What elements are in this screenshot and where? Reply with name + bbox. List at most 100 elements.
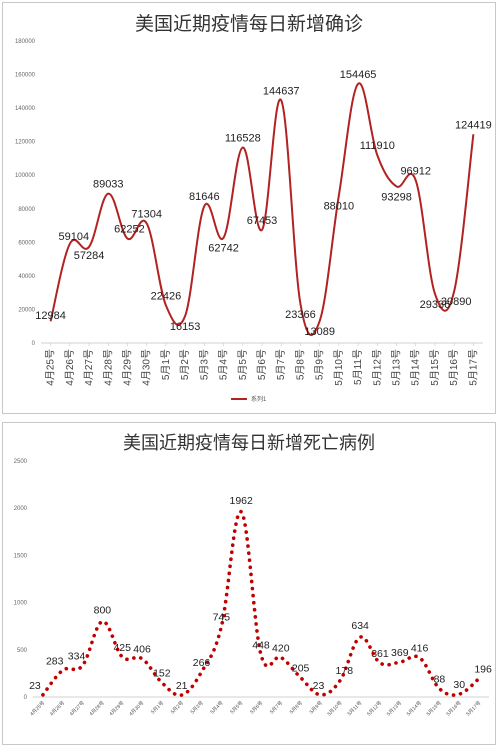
y-tick-label: 2500	[14, 459, 28, 465]
x-tick-label: 5月3号	[190, 700, 205, 715]
x-tick-label: 4月30号	[141, 349, 153, 386]
deaths-data-label: 178	[336, 665, 354, 677]
deaths-data-label: 416	[411, 643, 429, 655]
confirmed-line-chart: 0 20000 40000 60000 80000 100000 120000 140000 1…	[15, 39, 492, 403]
confirmed-data-label: 124419	[455, 119, 492, 131]
deaths-data-label: 283	[46, 655, 64, 667]
y-tick-label: 100000	[15, 173, 36, 179]
confirmed-chart-panel: 美国近期疫情每日新增确诊 0 20000 40000 60000 80000 100000…	[2, 2, 496, 414]
x-tick-label: 4月27号	[69, 700, 86, 717]
confirmed-data-label: 13089	[304, 326, 335, 338]
deaths-data-label: 205	[292, 663, 310, 675]
x-tick-label: 5月2号	[179, 349, 191, 380]
confirmed-data-label: 111910	[360, 140, 395, 152]
x-tick-label: 5月1号	[150, 700, 165, 715]
deaths-data-label: 266	[193, 657, 211, 669]
deaths-data-label: 30	[453, 679, 465, 691]
confirmed-data-label: 88010	[324, 200, 355, 212]
x-tick-label: 5月7号	[275, 349, 287, 380]
x-tick-label: 4月29号	[121, 349, 133, 386]
x-tick-label: 5月6号	[256, 349, 268, 380]
x-tick-label: 5月17号	[465, 700, 482, 717]
x-tick-label: 5月11号	[352, 349, 364, 385]
y-tick-label: 180000	[15, 39, 36, 45]
legend-label: 系列1	[251, 395, 267, 403]
confirmed-data-label: 116528	[225, 132, 261, 144]
x-tick-label: 4月30号	[128, 700, 145, 717]
deaths-data-label: 800	[94, 604, 112, 616]
x-tick-label: 5月3号	[198, 349, 210, 380]
x-tick-label: 4月26号	[49, 700, 66, 717]
x-tick-label: 5月9号	[314, 349, 326, 380]
deaths-data-label: 152	[153, 668, 171, 680]
confirmed-data-label: 71304	[131, 208, 162, 220]
x-tick-label: 5月14号	[406, 700, 423, 717]
deaths-data-label: 21	[176, 680, 188, 692]
deaths-data-label: 745	[213, 612, 231, 624]
y-tick-label: 120000	[15, 140, 36, 146]
confirmed-data-label: 29336	[420, 299, 451, 311]
confirmed-data-label: 30890	[441, 296, 472, 308]
x-tick-label: 5月9号	[309, 700, 324, 715]
x-tick-label: 5月8号	[289, 700, 304, 715]
x-tick-label: 5月5号	[229, 700, 244, 715]
x-tick-label: 5月15号	[426, 700, 443, 717]
x-tick-label: 5月5号	[237, 349, 249, 380]
x-tick-label: 5月15号	[429, 349, 441, 386]
deaths-chart-panel: 美国近期疫情每日新增死亡病例 0 500 1000 1500 2000 2500 4月25号…	[2, 422, 496, 745]
x-tick-label: 5月4号	[218, 349, 230, 380]
x-tick-label: 5月12号	[371, 349, 383, 386]
x-tick-label: 5月14号	[410, 349, 422, 386]
y-tick-label: 1000	[14, 601, 28, 607]
confirmed-series-line	[49, 82, 475, 336]
confirmed-data-label: 62252	[114, 224, 145, 236]
confirmed-chart-title: 美国近期疫情每日新增确诊	[134, 13, 363, 35]
deaths-data-label: 369	[391, 647, 409, 659]
confirmed-data-label: 16153	[170, 321, 201, 333]
confirmed-data-label: 59104	[59, 231, 90, 243]
deaths-data-label: 23	[29, 680, 41, 692]
deaths-data-label: 634	[351, 620, 369, 632]
x-tick-label: 5月1号	[160, 349, 172, 380]
confirmed-data-label: 154465	[340, 69, 377, 81]
y-tick-label: 1500	[14, 553, 28, 559]
confirmed-data-label: 89033	[93, 179, 124, 191]
x-tick-label: 5月11号	[347, 700, 364, 717]
x-tick-label: 5月4号	[210, 700, 225, 715]
y-tick-label: 500	[17, 648, 28, 654]
confirmed-data-label: 96912	[400, 165, 431, 177]
y-tick-label: 40000	[18, 274, 35, 280]
x-tick-label: 4月27号	[83, 349, 95, 386]
y-tick-label: 0	[24, 695, 28, 701]
y-tick-label: 20000	[18, 307, 35, 313]
deaths-data-label: 196	[474, 663, 492, 675]
confirmed-data-label: 62742	[208, 243, 239, 255]
x-tick-label: 4月28号	[102, 349, 114, 386]
x-tick-label: 5月12号	[366, 700, 383, 717]
x-tick-label: 5月16号	[445, 700, 462, 717]
x-tick-label: 5月13号	[386, 700, 403, 717]
y-tick-label: 140000	[15, 106, 36, 112]
x-tick-label: 5月7号	[269, 700, 284, 715]
x-tick-label: 4月28号	[89, 700, 106, 717]
x-tick-label: 5月2号	[170, 700, 185, 715]
y-tick-label: 0	[32, 341, 36, 347]
x-tick-label: 4月29号	[108, 700, 125, 717]
x-tick-label: 5月6号	[249, 700, 264, 715]
deaths-data-label: 425	[113, 642, 131, 654]
x-tick-label: 5月10号	[333, 349, 345, 386]
confirmed-data-label: 23366	[285, 309, 316, 321]
confirmed-data-label: 93298	[381, 191, 412, 203]
deaths-data-label: 1962	[229, 495, 253, 507]
confirmed-data-label: 67453	[247, 215, 278, 227]
y-tick-label: 2000	[14, 506, 28, 512]
deaths-data-label: 23	[313, 680, 325, 692]
x-tick-label: 4月25号	[45, 349, 57, 386]
y-tick-label: 80000	[18, 207, 35, 213]
confirmed-data-label: 12984	[35, 310, 66, 322]
deaths-chart-title: 美国近期疫情每日新增死亡病例	[123, 433, 375, 454]
y-tick-label: 60000	[18, 240, 35, 246]
deaths-series-line	[41, 509, 481, 698]
x-tick-label: 5月8号	[294, 349, 306, 380]
x-tick-label: 5月16号	[448, 349, 460, 386]
